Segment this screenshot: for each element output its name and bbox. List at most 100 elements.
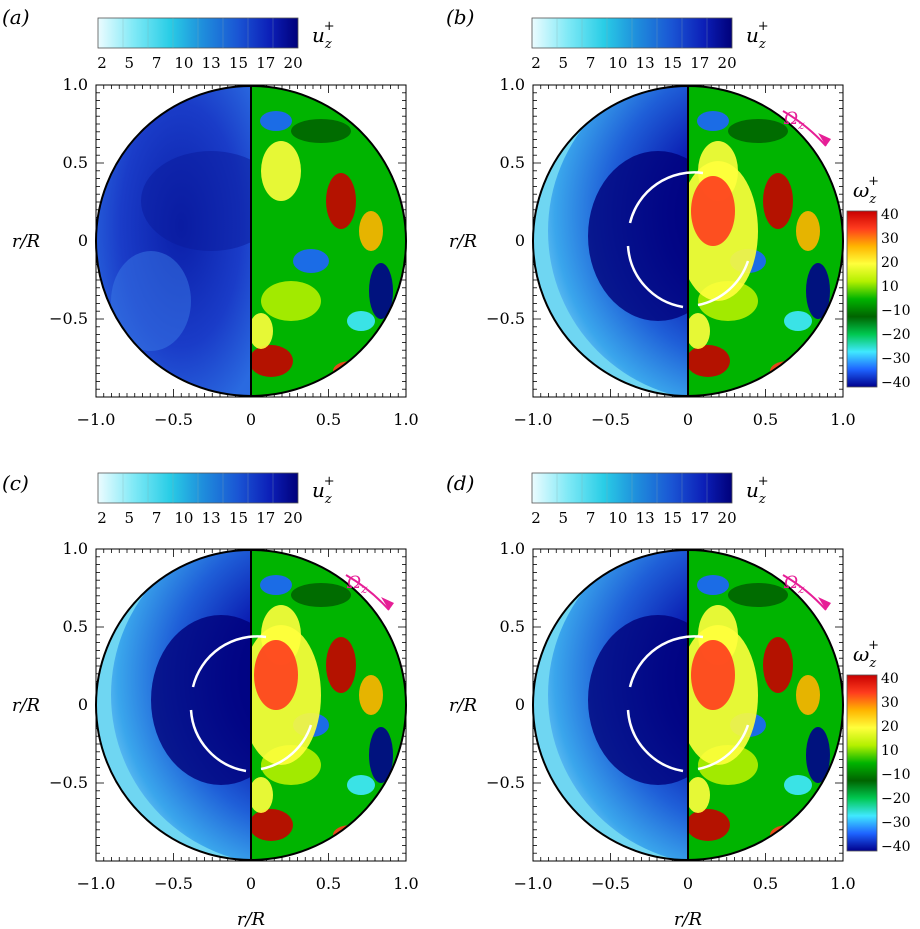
- colorbar-u-tick: 10: [174, 509, 193, 527]
- svg-text:0: 0: [515, 231, 525, 250]
- colorbar-u-tick: 2: [97, 509, 107, 527]
- colorbar-w-tick: 30: [881, 231, 899, 247]
- vortex-arrow: [189, 635, 313, 773]
- y-tick-labels: 1.0 0.5 0 −0.5: [486, 75, 525, 328]
- colorbar-u-tick: 2: [97, 54, 107, 72]
- colorbar-u: uz+ 2 5 7 10 13 15 17 20: [97, 472, 335, 527]
- svg-text:1.0: 1.0: [500, 539, 525, 558]
- rotation-arrow: [782, 110, 831, 147]
- svg-text:0.5: 0.5: [316, 410, 341, 429]
- y-axis-label: r/R: [12, 695, 40, 716]
- colorbar-w-tick: −30: [881, 815, 911, 831]
- y-axis-label: r/R: [449, 695, 477, 716]
- x-axis-label-right: r/R: [674, 909, 702, 929]
- rotation-arrow: [345, 574, 394, 611]
- colorbar-u-tick: 7: [152, 509, 162, 527]
- colorbar-w-tick: −40: [881, 839, 911, 855]
- x-tick-labels: −1.0 −0.5 0 0.5 1.0: [514, 874, 856, 893]
- vortex-arrow: [626, 635, 750, 773]
- colorbar-w-tick: 10: [881, 279, 899, 295]
- wz-field: [251, 86, 406, 396]
- svg-text:0.5: 0.5: [753, 410, 778, 429]
- colorbar-u-tick: 5: [125, 54, 135, 72]
- colorbar-u-tick: 17: [256, 54, 275, 72]
- svg-text:−0.5: −0.5: [486, 773, 525, 792]
- panel-a: (a) uz+ 2 5 7 10 13 15 17 20 −1.0 −0.5 0 0.5 1.0 1.0 0.5…: [2, 5, 419, 429]
- svg-text:−1.0: −1.0: [77, 410, 116, 429]
- svg-text:−1.0: −1.0: [514, 874, 553, 893]
- colorbar-w-label: ωz+: [853, 638, 879, 671]
- colorbar-u-tick: 13: [636, 509, 655, 527]
- svg-text:0.5: 0.5: [316, 874, 341, 893]
- wz-field: [688, 550, 843, 860]
- colorbar-w: ωz+40 30 20 10 −10 −20 −30 −40: [846, 174, 911, 391]
- svg-text:0.5: 0.5: [500, 153, 525, 172]
- svg-text:−0.5: −0.5: [591, 410, 630, 429]
- svg-text:0.5: 0.5: [753, 874, 778, 893]
- rotation-label: Ωz: [783, 573, 805, 596]
- colorbar-u-tick: 7: [586, 509, 596, 527]
- rotation-arrow: [782, 574, 831, 611]
- x-tick-labels: −1.0 −0.5 0 0.5 1.0: [514, 410, 856, 429]
- colorbar-u-tick: 15: [229, 509, 248, 527]
- y-tick-labels: 1.0 0.5 0 −0.5: [49, 539, 88, 792]
- svg-text:0: 0: [683, 410, 693, 429]
- rotation-label: Ωz: [783, 109, 805, 132]
- svg-text:0: 0: [246, 874, 256, 893]
- colorbar-u-tick: 2: [531, 509, 541, 527]
- axis-ticks: [532, 548, 844, 862]
- colorbar-w-tick: 30: [881, 695, 899, 711]
- colorbar-u-label: uz+: [312, 474, 335, 507]
- colorbar-w-label: ωz+: [853, 174, 879, 207]
- colorbar-w-tick: −20: [881, 327, 911, 343]
- panel-d: (d) uz+ 2 5 7 10 13 15 17 20 Ωz ωz+40 30 20 10 −10 −20 −3…: [446, 471, 911, 893]
- panel-label: (d): [446, 471, 474, 495]
- colorbar-u-tick: 5: [559, 54, 569, 72]
- svg-text:0: 0: [515, 695, 525, 714]
- colorbar-u: uz+ 2 5 7 10 13 15 17 20: [531, 17, 769, 72]
- colorbar-u-tick: 15: [229, 54, 248, 72]
- colorbar-u-tick: 15: [663, 509, 682, 527]
- colorbar-u-tick: 10: [608, 54, 627, 72]
- panel-label: (c): [2, 471, 29, 495]
- colorbar-u-tick: 17: [256, 509, 275, 527]
- colorbar-u: uz+ 2 5 7 10 13 15 17 20: [97, 17, 335, 72]
- panel-c: (c) uz+ 2 5 7 10 13 15 17 20 Ωz −1.0 −0.5 0 0.5 1.0 1.0 0…: [2, 471, 419, 893]
- colorbar-u-tick: 20: [718, 54, 737, 72]
- svg-text:1.0: 1.0: [63, 539, 88, 558]
- colorbar-u-label: uz+: [746, 474, 769, 507]
- wz-field: [251, 550, 406, 860]
- svg-text:1.0: 1.0: [393, 874, 418, 893]
- svg-text:0: 0: [78, 695, 88, 714]
- svg-text:−0.5: −0.5: [486, 309, 525, 328]
- x-tick-labels: −1.0 −0.5 0 0.5 1.0: [77, 874, 419, 893]
- colorbar-u: uz+ 2 5 7 10 13 15 17 20: [531, 472, 769, 527]
- colorbar-u-tick: 10: [608, 509, 627, 527]
- svg-text:−0.5: −0.5: [49, 773, 88, 792]
- svg-text:1.0: 1.0: [830, 874, 855, 893]
- colorbar-w-tick: 20: [881, 719, 899, 735]
- svg-text:1.0: 1.0: [393, 410, 418, 429]
- colorbar-w-tick: −40: [881, 375, 911, 391]
- panel-label: (a): [2, 5, 30, 29]
- colorbar-u-tick: 20: [284, 509, 303, 527]
- svg-text:0: 0: [246, 410, 256, 429]
- svg-text:0.5: 0.5: [63, 617, 88, 636]
- colorbar-w-tick: 20: [881, 255, 899, 271]
- colorbar-u-tick: 7: [586, 54, 596, 72]
- svg-text:−1.0: −1.0: [514, 410, 553, 429]
- vortex-arrow: [626, 171, 750, 309]
- svg-text:1.0: 1.0: [63, 75, 88, 94]
- svg-text:−0.5: −0.5: [591, 874, 630, 893]
- colorbar-u-label: uz+: [746, 19, 769, 52]
- svg-text:0: 0: [78, 231, 88, 250]
- y-axis-label: r/R: [12, 231, 40, 252]
- colorbar-w-tick: 10: [881, 743, 899, 759]
- svg-text:−1.0: −1.0: [77, 874, 116, 893]
- colorbar-u-tick: 15: [663, 54, 682, 72]
- svg-text:1.0: 1.0: [500, 75, 525, 94]
- colorbar-w-tick: −20: [881, 791, 911, 807]
- rotation-label: Ωz: [346, 573, 368, 596]
- colorbar-u-tick: 17: [690, 509, 709, 527]
